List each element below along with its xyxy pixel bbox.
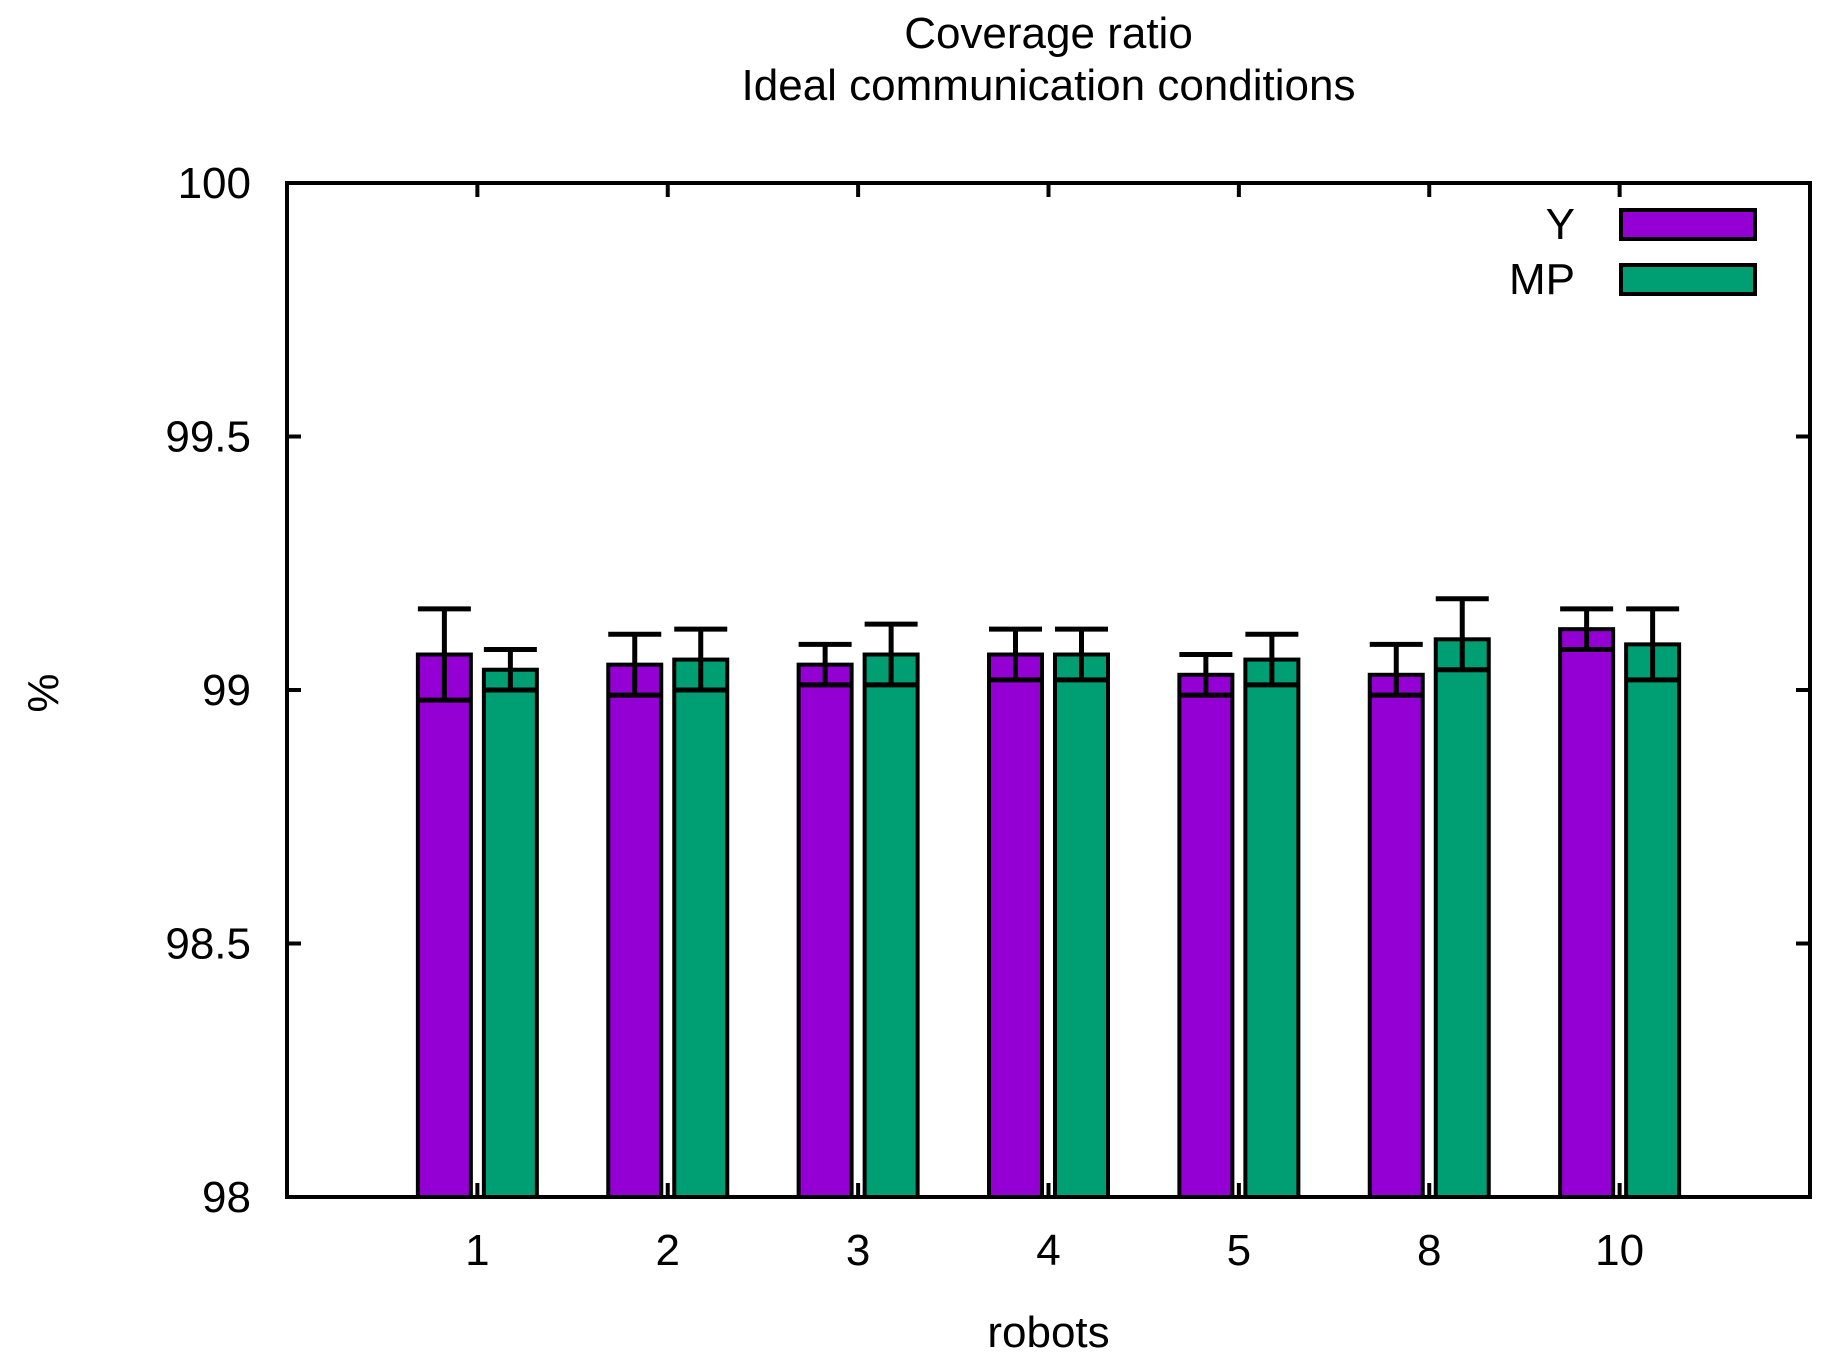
x-tick-label-10: 10 xyxy=(1595,1226,1644,1275)
y-tick-label-99.5: 99.5 xyxy=(165,413,251,462)
bar-mp-5 xyxy=(1243,657,1301,1199)
legend-row-mp: MP xyxy=(1475,252,1757,307)
chart-subtitle: Ideal communication conditions xyxy=(741,60,1356,110)
x-tick-label-5: 5 xyxy=(1227,1226,1251,1275)
bar-y-8 xyxy=(1367,672,1425,1199)
bar-y-5 xyxy=(1177,672,1235,1199)
y-tick-label-100: 100 xyxy=(178,159,251,208)
x-tick-label-4: 4 xyxy=(1036,1226,1060,1275)
title-block: Coverage ratio Ideal communication condi… xyxy=(287,8,1810,112)
bar-y-2 xyxy=(606,662,664,1199)
y-tick-label-99: 99 xyxy=(202,666,251,715)
bar-y-1 xyxy=(415,652,473,1199)
legend: Y MP xyxy=(1475,197,1757,307)
x-tick-label-3: 3 xyxy=(846,1226,870,1275)
legend-label-y: Y xyxy=(1545,199,1575,249)
bar-mp-2 xyxy=(672,657,730,1199)
bar-y-3 xyxy=(796,662,854,1199)
legend-row-y: Y xyxy=(1475,197,1757,252)
legend-swatch-y xyxy=(1619,208,1757,241)
x-axis-label: robots xyxy=(987,1308,1110,1357)
bar-mp-1 xyxy=(481,667,539,1199)
x-tick-label-8: 8 xyxy=(1417,1226,1441,1275)
legend-swatch-mp xyxy=(1619,263,1757,296)
y-tick-label-98.5: 98.5 xyxy=(165,920,251,969)
bar-y-4 xyxy=(987,652,1044,1199)
chart-title: Coverage ratio xyxy=(904,9,1193,58)
bar-mp-4 xyxy=(1053,652,1110,1199)
bar-y-10 xyxy=(1558,627,1616,1199)
x-tick-label-2: 2 xyxy=(656,1226,680,1275)
y-tick-label-98: 98 xyxy=(202,1173,251,1222)
bar-mp-3 xyxy=(862,652,920,1199)
x-tick-label-1: 1 xyxy=(465,1226,489,1275)
bar-mp-10 xyxy=(1624,642,1682,1199)
bar-mp-8 xyxy=(1433,637,1491,1199)
legend-label-mp: MP xyxy=(1509,254,1575,304)
